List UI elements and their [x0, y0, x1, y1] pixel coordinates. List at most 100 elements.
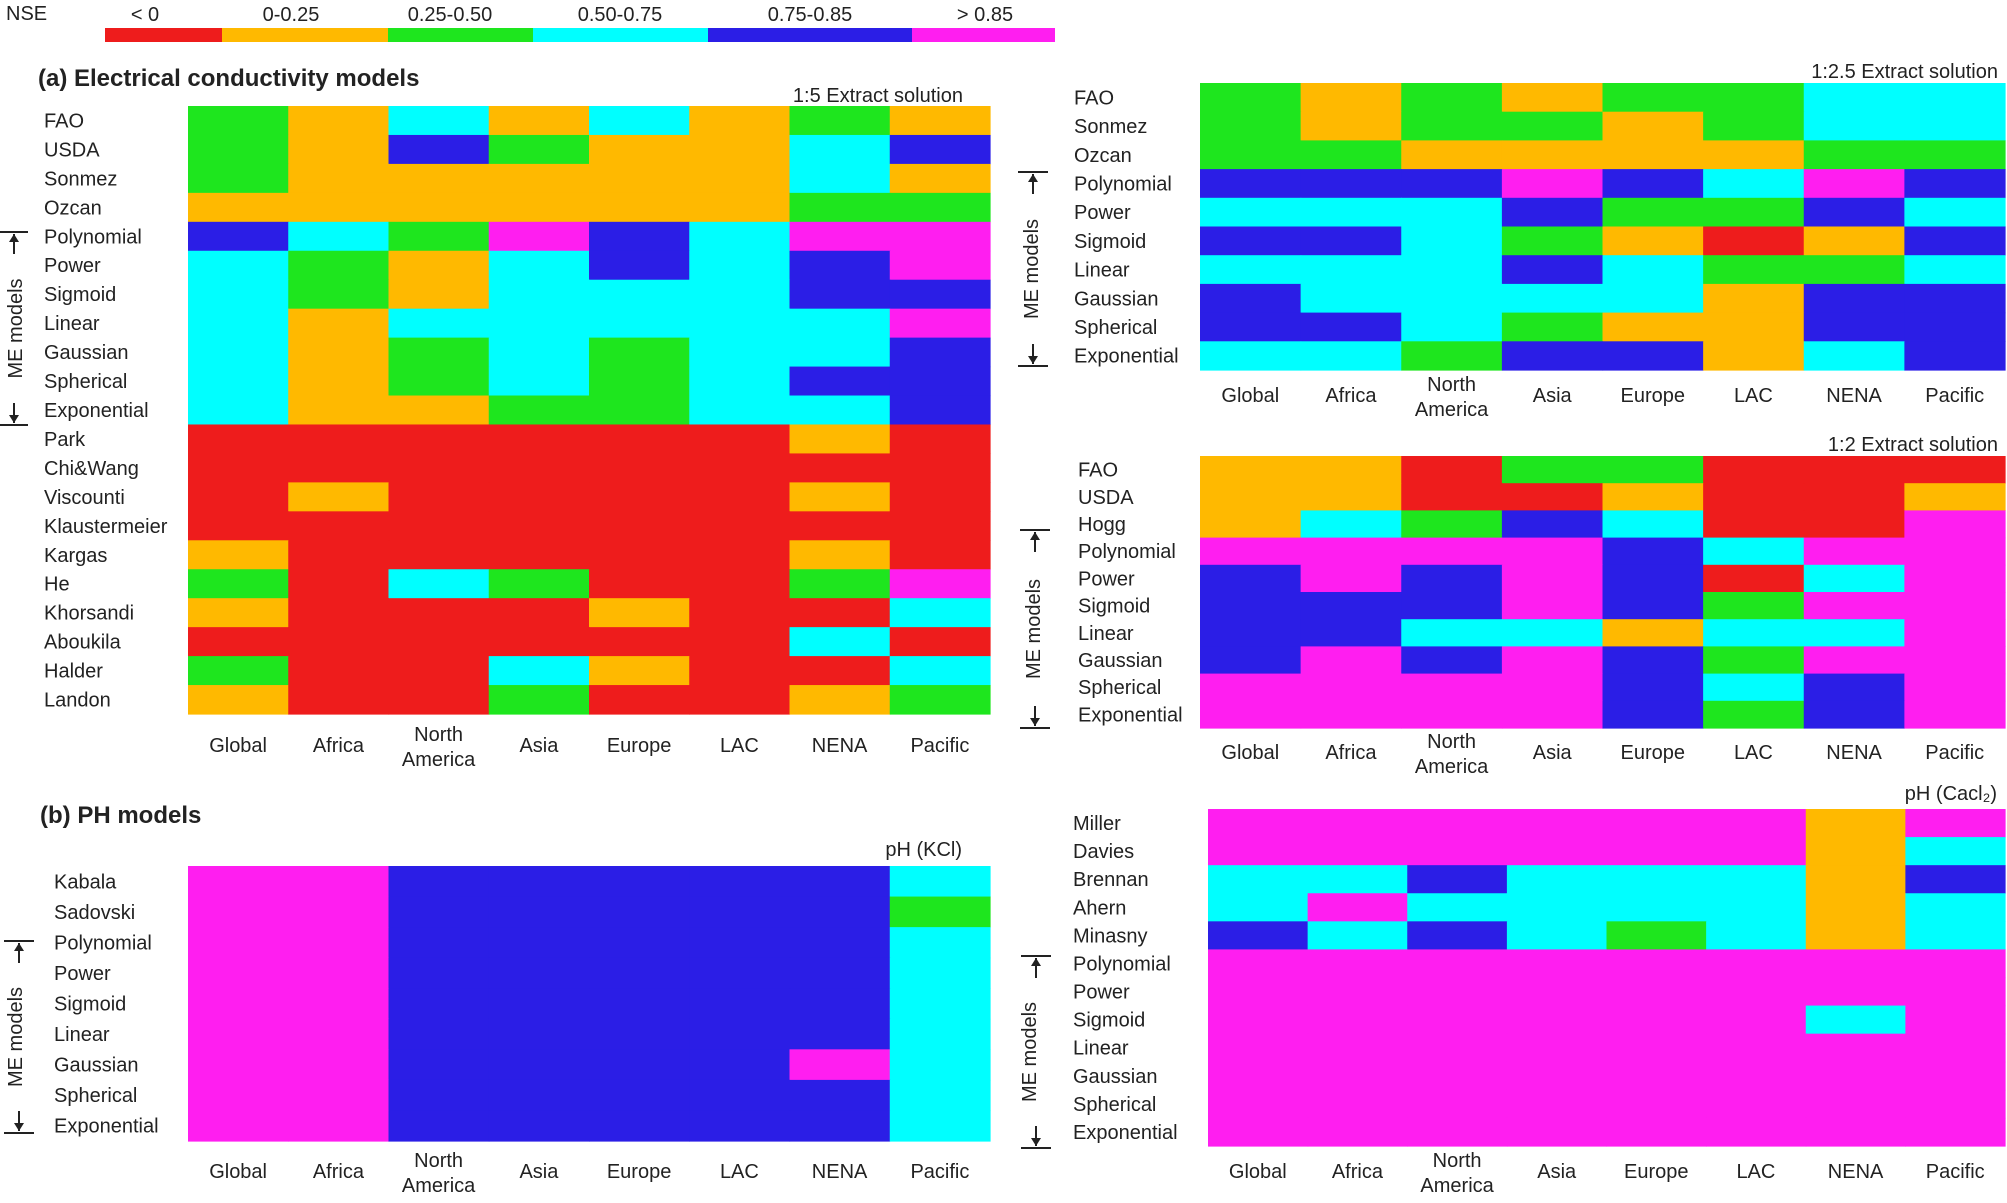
heatmap-cell: [1602, 619, 1704, 647]
heatmap-cell: [1706, 893, 1807, 922]
heatmap-cell: [689, 134, 791, 165]
heatmap-cell: [789, 366, 891, 397]
heatmap-cell: [789, 395, 891, 426]
heatmap-cell: [1208, 1089, 1309, 1119]
heatmap-cell: [1803, 226, 1905, 256]
heatmap-cell: [1703, 111, 1805, 141]
heatmap-cell: [1803, 283, 1905, 314]
heatmap-cell: [288, 482, 390, 512]
heatmap-cell: [789, 1018, 891, 1050]
heatmap-cell: [1401, 169, 1503, 199]
heatmap-cell: [789, 279, 891, 310]
heatmap-cell: [1805, 977, 1906, 1007]
row-label: Miller: [1073, 813, 1121, 835]
heatmap-cell: [789, 957, 891, 989]
heatmap-cell: [1501, 341, 1604, 371]
heatmap-cell: [388, 192, 490, 223]
heatmap-cell: [1200, 255, 1302, 285]
heatmap-cell: [689, 366, 791, 397]
heatmap-cell: [288, 988, 390, 1020]
heatmap-cell: [388, 366, 490, 397]
heatmap-cell: [1606, 865, 1707, 894]
heatmap-cell: [1501, 140, 1604, 170]
heatmap-cell: [589, 1018, 690, 1050]
heatmap-cell: [1200, 646, 1302, 675]
heatmap-cell: [1904, 312, 2006, 342]
heatmap-cell: [188, 656, 289, 686]
heatmap-cell: [689, 1079, 791, 1112]
column-label: LAC: [1736, 1161, 1775, 1183]
heatmap-cell: [1407, 1089, 1508, 1119]
row-label: FAO: [1078, 460, 1118, 482]
heatmap-cell: [388, 627, 490, 657]
heatmap-cell: [488, 1079, 590, 1112]
heatmap-cell: [1401, 483, 1503, 511]
heatmap-cell: [288, 337, 390, 368]
column-label: NENA: [812, 1161, 868, 1183]
heatmap-cell: [1706, 977, 1807, 1007]
heatmap-cell: [689, 279, 791, 310]
heatmap-cell: [388, 866, 490, 898]
heatmap-cell: [689, 511, 791, 541]
heatmap-cell: [1300, 341, 1402, 371]
heatmap-cell: [1208, 809, 1309, 838]
heatmap-cell: [1401, 341, 1503, 371]
heatmap-cell: [188, 163, 289, 194]
row-label: USDA: [44, 139, 100, 161]
section-title-ph: (b) PH models: [40, 802, 201, 829]
heatmap-cell: [1805, 809, 1906, 838]
heatmap-cell: [589, 250, 690, 281]
heatmap-cell: [1602, 510, 1704, 539]
heatmap-cell: [388, 988, 490, 1020]
heatmap-cell: [1506, 1089, 1608, 1119]
column-label: Africa: [1325, 385, 1377, 407]
heatmap-cell: [589, 424, 690, 455]
heatmap-cell: [188, 250, 289, 281]
heatmap-cell: [1904, 510, 2006, 539]
row-label: Power: [1073, 982, 1130, 1004]
heatmap-cell: [689, 337, 791, 368]
heatmap-cell: [1208, 837, 1309, 866]
heatmap-cell: [789, 656, 891, 686]
me-arrowhead-up: [1031, 958, 1041, 966]
heatmap-cell: [1703, 456, 1805, 484]
heatmap-cell: [1407, 921, 1508, 951]
heatmap-cell: [188, 957, 289, 989]
row-label: Spherical: [1078, 677, 1161, 699]
heatmap-cell: [288, 134, 390, 165]
heatmap-cell: [1307, 1061, 1408, 1091]
heatmap-cell: [1407, 949, 1508, 979]
heatmap-cell: [1602, 673, 1704, 702]
heatmap-cell: [288, 366, 390, 397]
heatmap-cell: [1703, 341, 1805, 371]
column-label: NENA: [1826, 385, 1882, 407]
heatmap-cell: [1401, 140, 1503, 170]
legend-label-3: 0.50-0.75: [578, 4, 663, 26]
heatmap-cell: [1904, 197, 2006, 228]
heatmap-cell: [1200, 83, 1302, 113]
heatmap-cell: [689, 896, 791, 928]
heatmap-cell: [1401, 111, 1503, 141]
column-label: Asia: [1537, 1161, 1577, 1183]
heatmap-cell: [188, 308, 289, 339]
heatmap-cell: [889, 957, 991, 989]
heatmap-cell: [789, 1110, 891, 1142]
heatmap-cell: [188, 279, 289, 310]
heatmap-cell: [1501, 83, 1604, 113]
heatmap-cell: [1401, 700, 1503, 729]
heatmap-cell: [1300, 111, 1402, 141]
heatmap-cell: [1200, 700, 1302, 729]
legend-swatch-0: [105, 28, 222, 42]
heatmap-cell: [589, 988, 690, 1020]
heatmap-cell: [488, 598, 590, 628]
heatmap-cell: [1208, 977, 1309, 1007]
column-label: Global: [1221, 385, 1279, 407]
heatmap-cell: [889, 988, 991, 1020]
heatmap-cell: [288, 192, 390, 223]
heatmap-cell: [589, 337, 690, 368]
heatmap-panel-1: FAO USDA Sonmez Ozcan Polynomial Power Sigmoid…: [0, 85, 991, 771]
heatmap-cell: [288, 866, 390, 898]
heatmap-cell: [1300, 483, 1402, 511]
legend-swatch-1: [222, 28, 388, 42]
heatmap-cell: [1407, 837, 1508, 866]
